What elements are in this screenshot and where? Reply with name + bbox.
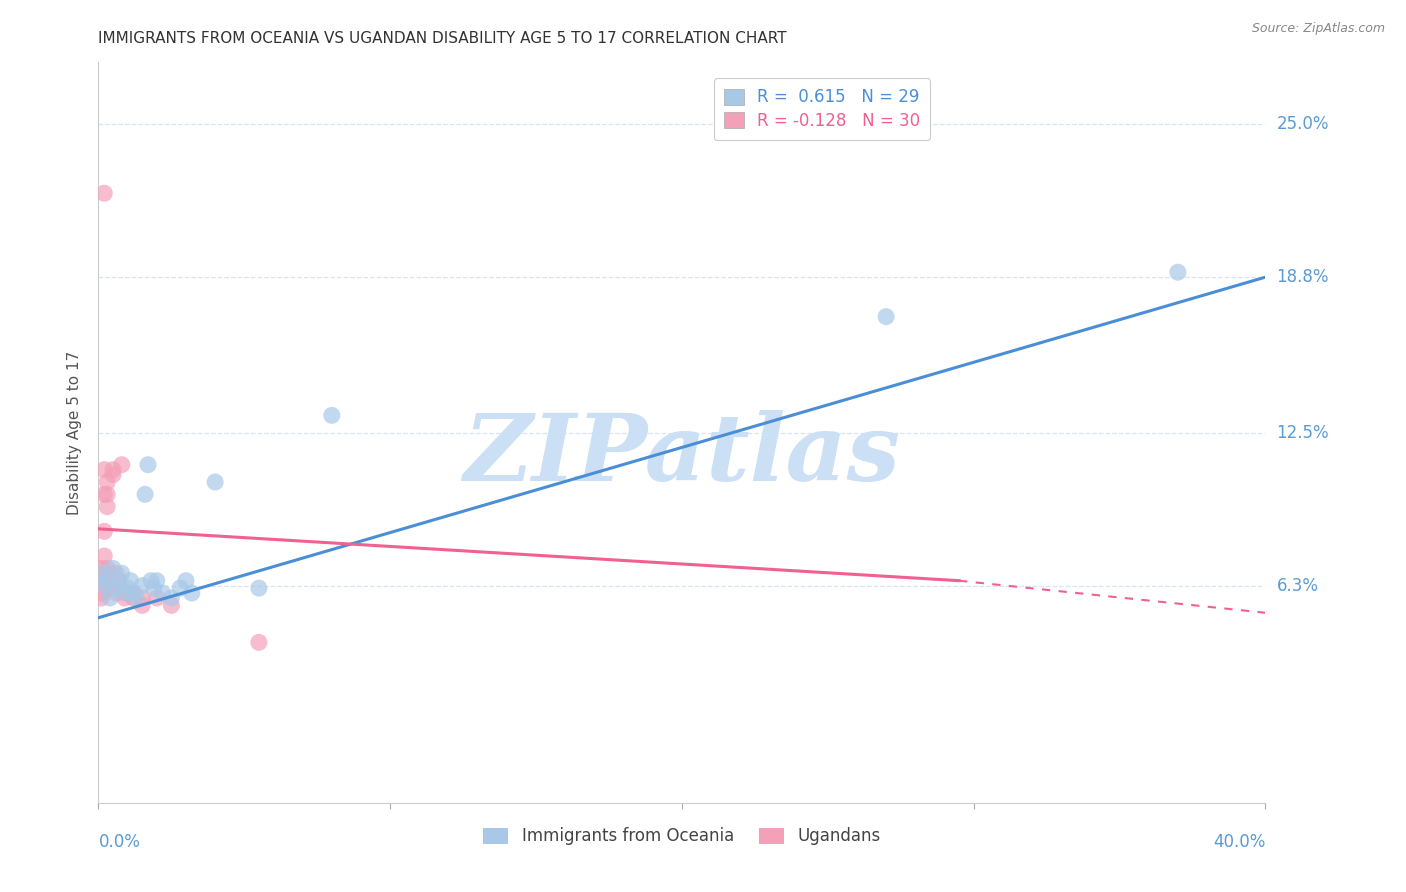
- Point: [146, 591, 169, 605]
- Point: [90, 586, 112, 600]
- Point: [169, 581, 191, 595]
- Point: [160, 591, 183, 605]
- Point: [152, 586, 174, 600]
- Point: [98, 591, 121, 605]
- Point: [117, 581, 139, 595]
- Text: 6.3%: 6.3%: [1277, 576, 1319, 595]
- Point: [134, 487, 156, 501]
- Text: 12.5%: 12.5%: [1277, 424, 1329, 442]
- Point: [93, 524, 115, 539]
- Point: [875, 310, 897, 324]
- Point: [114, 591, 136, 605]
- Point: [114, 586, 136, 600]
- Point: [93, 186, 115, 201]
- Point: [122, 591, 145, 605]
- Point: [122, 586, 145, 600]
- Point: [125, 591, 148, 605]
- Point: [93, 487, 115, 501]
- Point: [139, 574, 162, 588]
- Point: [96, 561, 118, 575]
- Point: [101, 462, 124, 476]
- Point: [93, 549, 115, 563]
- Text: 40.0%: 40.0%: [1213, 833, 1265, 851]
- Point: [96, 574, 118, 588]
- Point: [131, 591, 153, 605]
- Point: [90, 591, 112, 605]
- Legend: Immigrants from Oceania, Ugandans: Immigrants from Oceania, Ugandans: [475, 819, 889, 854]
- Point: [104, 566, 127, 581]
- Point: [111, 566, 134, 581]
- Point: [321, 409, 343, 423]
- Text: 0.0%: 0.0%: [98, 833, 141, 851]
- Point: [120, 574, 142, 588]
- Point: [101, 561, 124, 575]
- Point: [204, 475, 226, 489]
- Point: [146, 574, 169, 588]
- Point: [247, 635, 270, 649]
- Point: [142, 581, 165, 595]
- Point: [96, 487, 118, 501]
- Point: [131, 599, 153, 613]
- Point: [1167, 265, 1189, 279]
- Point: [101, 467, 124, 482]
- Text: ZIPatlas: ZIPatlas: [464, 409, 900, 500]
- Point: [96, 475, 118, 489]
- Point: [90, 566, 112, 581]
- Point: [93, 579, 115, 593]
- Point: [90, 561, 112, 575]
- Point: [108, 574, 131, 588]
- Point: [180, 586, 202, 600]
- Point: [104, 581, 127, 595]
- Y-axis label: Disability Age 5 to 17: Disability Age 5 to 17: [67, 351, 83, 515]
- Point: [93, 462, 115, 476]
- Point: [98, 581, 121, 595]
- Point: [122, 586, 145, 600]
- Point: [96, 500, 118, 514]
- Text: IMMIGRANTS FROM OCEANIA VS UGANDAN DISABILITY AGE 5 TO 17 CORRELATION CHART: IMMIGRANTS FROM OCEANIA VS UGANDAN DISAB…: [98, 31, 787, 46]
- Text: 25.0%: 25.0%: [1277, 115, 1329, 133]
- Point: [136, 458, 159, 472]
- Point: [160, 599, 183, 613]
- Point: [174, 574, 197, 588]
- Text: Source: ZipAtlas.com: Source: ZipAtlas.com: [1251, 22, 1385, 36]
- Point: [108, 574, 131, 588]
- Point: [131, 579, 153, 593]
- Point: [90, 574, 112, 588]
- Point: [98, 574, 121, 588]
- Point: [111, 458, 134, 472]
- Text: 18.8%: 18.8%: [1277, 268, 1329, 286]
- Point: [117, 586, 139, 600]
- Point: [247, 581, 270, 595]
- Point: [104, 586, 127, 600]
